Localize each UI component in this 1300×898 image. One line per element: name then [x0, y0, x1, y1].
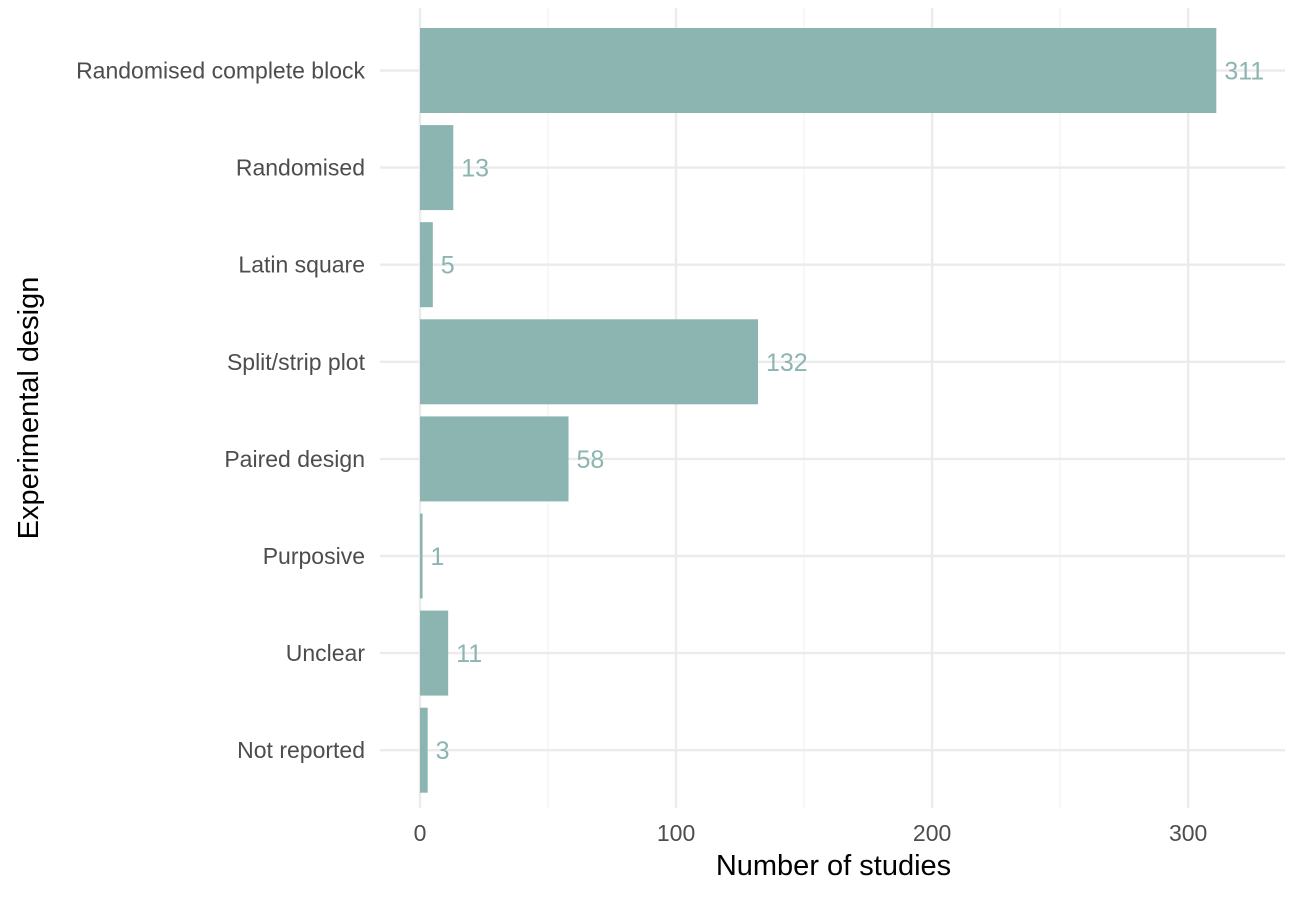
x-axis-tick-labels: 0 100 200 300 — [414, 820, 1208, 846]
bar — [420, 513, 423, 599]
major-gridlines — [380, 8, 1285, 808]
bar — [420, 416, 569, 502]
x-tick-label: 0 — [414, 820, 427, 846]
x-tick-label: 200 — [913, 820, 951, 846]
bar — [420, 125, 454, 211]
y-tick-label: Not reported — [237, 737, 365, 763]
y-tick-label: Randomised complete block — [76, 58, 365, 84]
bar-value-label: 13 — [461, 155, 489, 183]
y-axis-tick-labels: Randomised complete block Randomised Latin… — [76, 58, 366, 764]
x-axis-title: Number of studies — [716, 850, 951, 882]
x-tick-label: 100 — [657, 820, 695, 846]
y-tick-label: Latin square — [238, 252, 365, 278]
y-axis-title: Experimental design — [13, 277, 45, 540]
y-tick-label: Split/strip plot — [227, 349, 366, 375]
y-tick-label: Purposive — [263, 543, 365, 569]
bar-value-label: 11 — [456, 640, 482, 668]
bar — [420, 610, 449, 696]
bar-value-label: 5 — [441, 252, 455, 280]
bar-value-label: 1 — [431, 543, 445, 571]
bar-value-label: 3 — [436, 737, 450, 765]
x-tick-label: 300 — [1169, 820, 1207, 846]
bar — [420, 319, 758, 405]
bar — [420, 28, 1217, 113]
bar — [420, 222, 433, 308]
minor-gridlines — [547, 8, 1061, 808]
bar-value-label: 132 — [766, 349, 808, 377]
bar-value-label: 311 — [1224, 58, 1264, 86]
y-tick-label: Randomised — [236, 155, 365, 181]
bar-value-label: 58 — [577, 446, 605, 474]
y-tick-label: Paired design — [224, 446, 365, 472]
y-tick-label: Unclear — [286, 640, 366, 666]
bars — [420, 28, 1217, 793]
bar — [420, 707, 428, 793]
